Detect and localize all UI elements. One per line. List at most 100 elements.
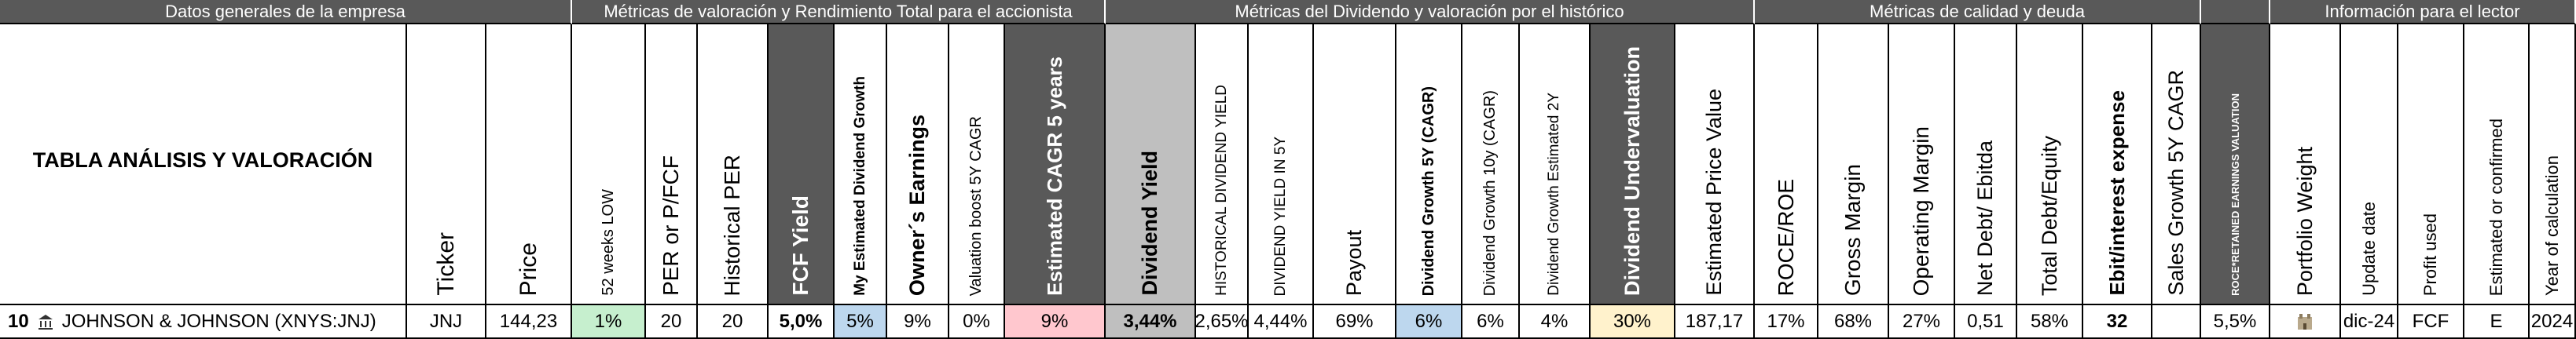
data-cell: 20	[646, 305, 698, 339]
group-header: Métricas de valoración y Rendimiento Tot…	[572, 0, 1106, 24]
data-cell: 4%	[1520, 305, 1591, 339]
column-header: ROCE*RETAINED EARNINGS VALUATION	[2201, 24, 2270, 305]
table-title: TABLA ANÁLISIS Y VALORACIÓN	[0, 24, 407, 305]
column-header-text: DIVIDEND YIELD IN 5Y	[1271, 136, 1289, 296]
data-cell: E	[2464, 305, 2530, 339]
column-header-text: Ebit/interest expense	[2104, 90, 2129, 296]
column-header-text: Dividend Yield	[1138, 151, 1161, 296]
column-header-text: Dividend Growth 10y (CAGR)	[1481, 89, 1499, 296]
column-header: Dividend Growth 5Y (CAGR)	[1396, 24, 1462, 305]
data-cell: 3,44%	[1106, 305, 1196, 339]
column-header: Year of calculation	[2530, 24, 2576, 305]
column-header-text: Dividend Undervaluation	[1620, 46, 1644, 296]
column-header: Sales Growth 5Y CAGR	[2152, 24, 2201, 305]
column-header-text: Gross Margin	[1840, 163, 1865, 296]
column-header: 52 weeks LOW	[572, 24, 646, 305]
group-header: Métricas de calidad y deuda	[1755, 0, 2201, 24]
bank-icon	[38, 314, 53, 330]
column-header: Portfolio Weight	[2270, 24, 2341, 305]
data-cell: 30%	[1591, 305, 1675, 339]
column-header-text: Portfolio Weight	[2292, 146, 2317, 296]
column-header: Price	[486, 24, 572, 305]
column-header: ROCE/ROE	[1755, 24, 1818, 305]
data-cell: 32	[2083, 305, 2152, 339]
column-header-text: Net Debt/ Ebitda	[1973, 140, 1997, 296]
company-cell: 10 JOHNSON & JOHNSON (XNYS:JNJ)	[0, 305, 407, 339]
column-header-text: Estimated CAGR 5 years	[1042, 56, 1066, 296]
data-cell: JNJ	[407, 305, 486, 339]
column-header-text: 52 weeks LOW	[599, 189, 617, 296]
data-cell: 27%	[1889, 305, 1955, 339]
column-header-text: Update date	[2358, 202, 2379, 296]
data-cell: 9%	[1005, 305, 1106, 339]
column-header: Estimated Price Value	[1675, 24, 1755, 305]
column-header-text: Estimated or confirmed	[2486, 118, 2506, 296]
column-header-text: Historical PER	[720, 154, 744, 296]
portfolio-icon	[2298, 313, 2312, 330]
column-header-text: Dividend Growth 5Y (CAGR)	[1419, 86, 1437, 296]
data-cell: 0,51	[1955, 305, 2017, 339]
column-header: Total Debt/Equity	[2017, 24, 2083, 305]
data-cell: 58%	[2017, 305, 2083, 339]
column-header-text: ROCE/ROE	[1773, 178, 1798, 296]
column-header-text: PER or P/FCF	[659, 155, 683, 296]
data-cell: 17%	[1755, 305, 1818, 339]
column-header-text: Ticker	[432, 232, 459, 296]
data-cell: 5,5%	[2201, 305, 2270, 339]
column-header-text: Total Debt/Equity	[2037, 135, 2061, 296]
column-header: Net Debt/ Ebitda	[1955, 24, 2017, 305]
column-header: HISTORICAL DIVIDEND YIELD	[1196, 24, 1249, 305]
group-header: Datos generales de la empresa	[0, 0, 572, 24]
data-cell: 5%	[835, 305, 887, 339]
column-header-text: FCF Yield	[788, 195, 813, 296]
column-header: Historical PER	[698, 24, 769, 305]
column-header: Dividend Growth Estimated 2Y	[1520, 24, 1591, 305]
column-header-text: My Estimated Dividend Growth	[851, 76, 868, 296]
column-header-text: Owner´s Earnings	[905, 114, 929, 296]
column-header: FCF Yield	[769, 24, 835, 305]
data-cell	[2270, 305, 2341, 339]
column-header-text: Payout	[1342, 229, 1366, 296]
data-cell: 2,65%	[1196, 305, 1249, 339]
data-cell: FCF	[2398, 305, 2464, 339]
column-header: Payout	[1314, 24, 1396, 305]
data-cell: 69%	[1314, 305, 1396, 339]
data-cell: 6%	[1462, 305, 1520, 339]
column-header-text: Valuation boost 5Y CAGR	[967, 115, 985, 296]
column-header-text: Profit used	[2420, 213, 2440, 296]
data-cell: 144,23	[486, 305, 572, 339]
column-header-text: ROCE*RETAINED EARNINGS VALUATION	[2229, 93, 2241, 296]
data-cell: 4,44%	[1249, 305, 1314, 339]
column-header-text: Operating Margin	[1909, 126, 1933, 296]
column-header: Dividend Undervaluation	[1591, 24, 1675, 305]
data-cell: 187,17	[1675, 305, 1755, 339]
column-header: Update date	[2341, 24, 2398, 305]
data-cell: 1%	[572, 305, 646, 339]
column-header: Gross Margin	[1818, 24, 1889, 305]
column-header-text: HISTORICAL DIVIDEND YIELD	[1213, 85, 1230, 296]
data-cell: 9%	[887, 305, 949, 339]
column-header: Estimated or confirmed	[2464, 24, 2530, 305]
column-header-text: Year of calculation	[2541, 155, 2562, 296]
data-cell: 2024	[2530, 305, 2576, 339]
data-cell: 0%	[949, 305, 1005, 339]
column-header: DIVIDEND YIELD IN 5Y	[1249, 24, 1314, 305]
column-header: Estimated CAGR 5 years	[1005, 24, 1106, 305]
data-cell: 20	[698, 305, 769, 339]
group-header: Información para el lector	[2270, 0, 2576, 24]
column-header-text: Estimated Price Value	[1702, 89, 1726, 296]
column-header: Ticker	[407, 24, 486, 305]
column-header-text: Price	[515, 242, 541, 296]
data-cell: 68%	[1818, 305, 1889, 339]
group-header: Métricas del Dividendo y valoración por …	[1106, 0, 1755, 24]
column-header: My Estimated Dividend Growth	[835, 24, 887, 305]
data-cell	[2152, 305, 2201, 339]
column-header-text: Dividend Growth Estimated 2Y	[1546, 93, 1562, 296]
column-header: Valuation boost 5Y CAGR	[949, 24, 1005, 305]
column-header: Profit used	[2398, 24, 2464, 305]
rank: 10	[8, 310, 29, 332]
column-header: Dividend Yield	[1106, 24, 1196, 305]
column-header: Operating Margin	[1889, 24, 1955, 305]
column-header-text: Sales Growth 5Y CAGR	[2163, 70, 2188, 296]
column-header: Owner´s Earnings	[887, 24, 949, 305]
